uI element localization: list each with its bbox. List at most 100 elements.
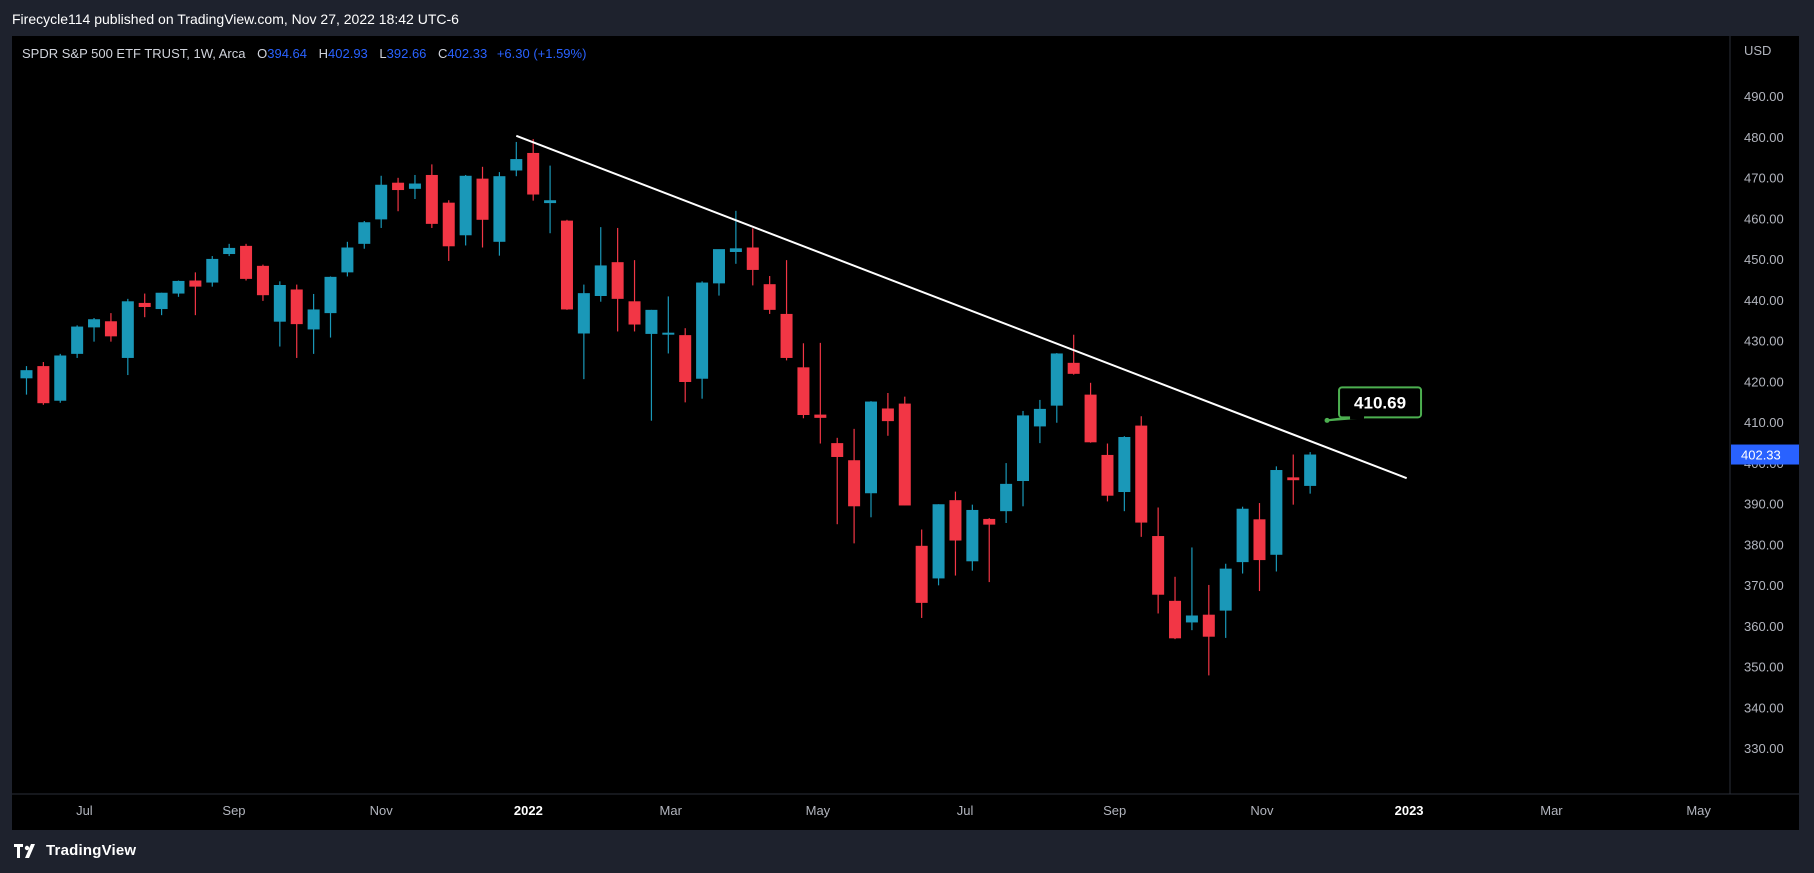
candle-body [729,248,742,252]
candle-body [696,282,709,379]
high-value: 402.93 [328,46,368,61]
candle-body [172,280,185,294]
candle-body [679,335,692,382]
candle-body [1000,483,1013,512]
time-tick-label: Sep [1103,803,1126,818]
callout-label: 410.69 [1354,393,1406,412]
time-tick-label: Nov [370,803,394,818]
high-label: H [318,46,329,61]
candle-body [712,249,725,284]
close-value: 402.33 [447,46,488,61]
symbol-name: SPDR S&P 500 ETF TRUST, 1W, Arca [22,46,246,61]
currency-label: USD [1744,43,1771,58]
candle-body [223,247,236,255]
candle-body [1084,394,1097,443]
candle-body [763,284,776,310]
candle-body [645,309,658,334]
candle-body [560,220,573,310]
time-tick-label: Mar [1540,803,1563,818]
candle-body [425,174,438,224]
candle-body [898,403,911,506]
time-tick-label: 2023 [1395,803,1424,818]
candle-body [628,301,641,325]
candle-body [104,321,117,337]
candle-body [307,309,320,330]
candle-body [780,313,793,358]
candle-body [1169,600,1182,639]
callout-box [1338,386,1423,419]
candle-body [1270,470,1283,555]
time-tick-label: May [1686,803,1711,818]
close-label: C [438,46,448,61]
time-tick-label: Nov [1250,803,1274,818]
ohlc-legend: SPDR S&P 500 ETF TRUST, 1W, Arca O394.64… [22,46,586,61]
low-label: L [379,46,387,61]
candle-body [1050,353,1063,406]
candle-body [594,265,607,297]
open-value: 394.64 [267,46,307,61]
candle-body [662,332,675,335]
price-tick-label: 440.00 [1744,293,1784,308]
candle-body [206,258,219,283]
candle-body [273,284,286,322]
time-tick-label: Jul [957,803,974,818]
candles [20,139,1317,676]
candle-body [324,276,337,314]
candle-body [983,518,996,525]
price-tick-label: 490.00 [1744,89,1784,104]
candle-body [831,443,844,457]
candle-body [814,414,827,418]
trendline-layer: 410.69 [515,134,1423,480]
candle-body [510,159,523,171]
candle-body [797,367,810,415]
candle-body [20,370,33,379]
candle-body [240,245,253,279]
candle-body [37,366,50,404]
price-tick-label: 430.00 [1744,334,1784,349]
candle-body [966,509,979,562]
candle-body [189,280,202,287]
last-price-label: 402.33 [1741,448,1781,463]
candle-body [493,176,506,242]
tradingview-brand[interactable]: TradingView [14,842,136,859]
candle-body [290,289,303,325]
low-value: 392.66 [386,46,427,61]
price-tick-label: 380.00 [1744,537,1784,552]
candle-body [1135,425,1148,523]
callout-joint [1350,415,1365,420]
candle-body [881,408,894,422]
candle-body [1185,615,1198,623]
candle-body [375,184,388,220]
price-tick-label: 450.00 [1744,252,1784,267]
candle-body [848,460,861,507]
candle-body [949,500,962,541]
brand-name: TradingView [46,842,137,859]
candle-body [476,178,489,220]
price-tick-label: 410.00 [1744,415,1784,430]
candle-body [138,302,151,308]
candle-body [71,326,84,354]
candle-body [1253,519,1266,561]
candle-body [1152,536,1165,595]
candle-body [358,222,371,244]
candle-body [155,292,168,310]
candle-body [392,182,405,191]
last-price-tag [1731,444,1799,465]
price-tick-label: 360.00 [1744,619,1784,634]
time-tick-label: Sep [222,803,245,818]
candle-body [442,202,455,247]
trendline [515,134,1408,480]
candle-body [88,319,101,328]
open-label: O [257,46,268,61]
price-tick-label: 420.00 [1744,374,1784,389]
candle-body [611,262,624,299]
candle-body [527,152,540,195]
candle-body [1101,454,1114,496]
price-tick-label: 390.00 [1744,497,1784,512]
axes: 330.00 340.00 350.00 360.00 370.00 380.00 390.… [12,36,1799,818]
candle-body [256,265,269,296]
price-tick-label: 460.00 [1744,211,1784,226]
candle-body [1287,477,1300,481]
candle-body [577,293,590,334]
